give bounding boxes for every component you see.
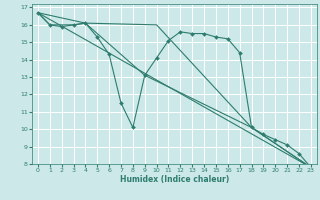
X-axis label: Humidex (Indice chaleur): Humidex (Indice chaleur) [120, 175, 229, 184]
